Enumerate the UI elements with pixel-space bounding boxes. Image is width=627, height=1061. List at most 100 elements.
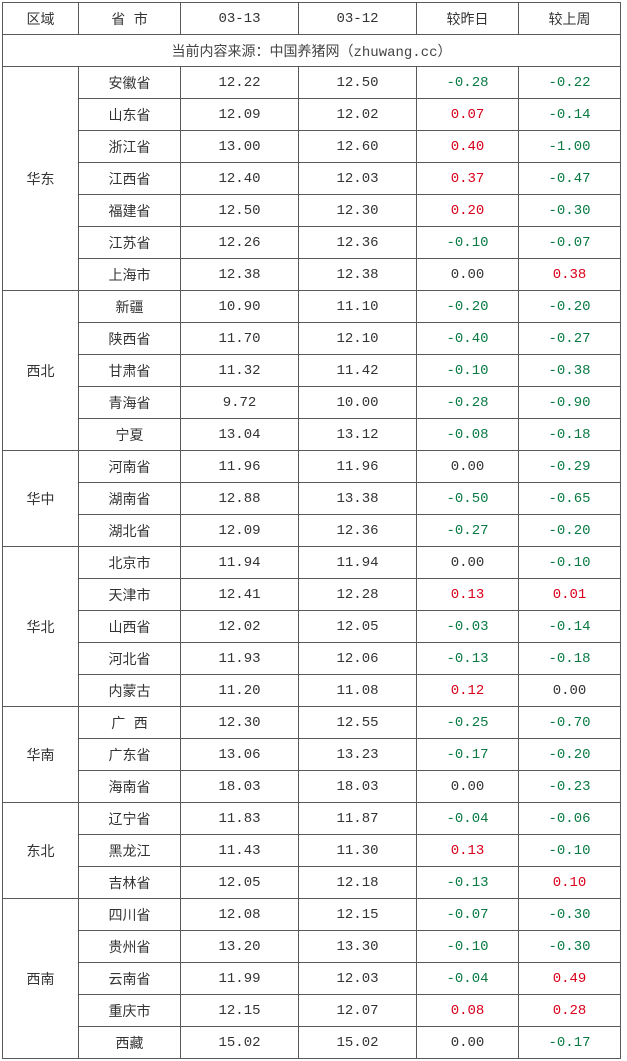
delta-week: 0.00: [519, 675, 621, 707]
value-d2: 13.12: [299, 419, 417, 451]
delta-week: -1.00: [519, 131, 621, 163]
province-cell: 西藏: [79, 1027, 181, 1059]
delta-yday: 0.20: [417, 195, 519, 227]
delta-yday: -0.04: [417, 803, 519, 835]
price-table: 区域 省 市 03-13 03-12 较昨日 较上周 当前内容来源：中国养猪网（…: [2, 2, 621, 1059]
value-d1: 12.02: [181, 611, 299, 643]
value-d2: 11.42: [299, 355, 417, 387]
table-row: 华中河南省11.9611.960.00-0.29: [3, 451, 621, 483]
value-d1: 13.00: [181, 131, 299, 163]
table-row: 西藏15.0215.020.00-0.17: [3, 1027, 621, 1059]
province-cell: 安徽省: [79, 67, 181, 99]
value-d2: 12.28: [299, 579, 417, 611]
delta-week: -0.30: [519, 195, 621, 227]
delta-week: -0.14: [519, 611, 621, 643]
value-d2: 12.15: [299, 899, 417, 931]
province-cell: 湖北省: [79, 515, 181, 547]
delta-week: -0.18: [519, 643, 621, 675]
value-d1: 15.02: [181, 1027, 299, 1059]
province-cell: 海南省: [79, 771, 181, 803]
value-d1: 12.88: [181, 483, 299, 515]
table-row: 湖北省12.0912.36-0.27-0.20: [3, 515, 621, 547]
table-row: 云南省11.9912.03-0.040.49: [3, 963, 621, 995]
province-cell: 吉林省: [79, 867, 181, 899]
delta-week: -0.65: [519, 483, 621, 515]
delta-week: -0.07: [519, 227, 621, 259]
value-d1: 18.03: [181, 771, 299, 803]
value-d2: 12.38: [299, 259, 417, 291]
value-d1: 13.04: [181, 419, 299, 451]
value-d1: 11.32: [181, 355, 299, 387]
value-d1: 11.70: [181, 323, 299, 355]
delta-yday: 0.37: [417, 163, 519, 195]
delta-yday: 0.00: [417, 547, 519, 579]
table-head: 区域 省 市 03-13 03-12 较昨日 较上周 当前内容来源：中国养猪网（…: [3, 3, 621, 67]
table-row: 陕西省11.7012.10-0.40-0.27: [3, 323, 621, 355]
province-cell: 宁夏: [79, 419, 181, 451]
province-cell: 云南省: [79, 963, 181, 995]
delta-week: -0.47: [519, 163, 621, 195]
delta-yday: 0.13: [417, 579, 519, 611]
value-d2: 12.36: [299, 515, 417, 547]
region-cell: 华北: [3, 547, 79, 707]
delta-yday: 0.07: [417, 99, 519, 131]
province-cell: 广 西: [79, 707, 181, 739]
value-d2: 10.00: [299, 387, 417, 419]
table-row: 甘肃省11.3211.42-0.10-0.38: [3, 355, 621, 387]
value-d1: 11.93: [181, 643, 299, 675]
col-date1: 03-13: [181, 3, 299, 35]
value-d2: 12.10: [299, 323, 417, 355]
delta-week: -0.27: [519, 323, 621, 355]
value-d1: 12.40: [181, 163, 299, 195]
delta-week: -0.17: [519, 1027, 621, 1059]
delta-yday: -0.08: [417, 419, 519, 451]
value-d1: 13.20: [181, 931, 299, 963]
delta-week: -0.22: [519, 67, 621, 99]
region-cell: 东北: [3, 803, 79, 899]
value-d2: 12.36: [299, 227, 417, 259]
delta-week: -0.10: [519, 547, 621, 579]
delta-yday: -0.13: [417, 867, 519, 899]
province-cell: 湖南省: [79, 483, 181, 515]
table-row: 黑龙江11.4311.300.13-0.10: [3, 835, 621, 867]
value-d2: 12.07: [299, 995, 417, 1027]
table-row: 贵州省13.2013.30-0.10-0.30: [3, 931, 621, 963]
delta-yday: -0.50: [417, 483, 519, 515]
province-cell: 上海市: [79, 259, 181, 291]
delta-week: -0.70: [519, 707, 621, 739]
table-row: 天津市12.4112.280.130.01: [3, 579, 621, 611]
delta-week: -0.10: [519, 835, 621, 867]
delta-yday: -0.13: [417, 643, 519, 675]
value-d2: 12.03: [299, 163, 417, 195]
value-d1: 12.26: [181, 227, 299, 259]
value-d1: 11.83: [181, 803, 299, 835]
value-d1: 12.08: [181, 899, 299, 931]
province-cell: 广东省: [79, 739, 181, 771]
value-d2: 13.38: [299, 483, 417, 515]
delta-week: -0.30: [519, 931, 621, 963]
table-row: 华东安徽省12.2212.50-0.28-0.22: [3, 67, 621, 99]
table-row: 上海市12.3812.380.000.38: [3, 259, 621, 291]
delta-week: -0.06: [519, 803, 621, 835]
value-d2: 12.60: [299, 131, 417, 163]
delta-yday: -0.07: [417, 899, 519, 931]
province-cell: 天津市: [79, 579, 181, 611]
table-row: 浙江省13.0012.600.40-1.00: [3, 131, 621, 163]
value-d2: 12.03: [299, 963, 417, 995]
province-cell: 青海省: [79, 387, 181, 419]
value-d2: 11.94: [299, 547, 417, 579]
value-d1: 12.41: [181, 579, 299, 611]
delta-yday: 0.00: [417, 451, 519, 483]
province-cell: 四川省: [79, 899, 181, 931]
value-d2: 18.03: [299, 771, 417, 803]
province-cell: 辽宁省: [79, 803, 181, 835]
value-d1: 11.96: [181, 451, 299, 483]
delta-yday: -0.10: [417, 355, 519, 387]
delta-week: -0.14: [519, 99, 621, 131]
region-cell: 华东: [3, 67, 79, 291]
delta-week: -0.90: [519, 387, 621, 419]
value-d1: 12.22: [181, 67, 299, 99]
table-row: 江西省12.4012.030.37-0.47: [3, 163, 621, 195]
value-d2: 15.02: [299, 1027, 417, 1059]
table-row: 西北新疆10.9011.10-0.20-0.20: [3, 291, 621, 323]
